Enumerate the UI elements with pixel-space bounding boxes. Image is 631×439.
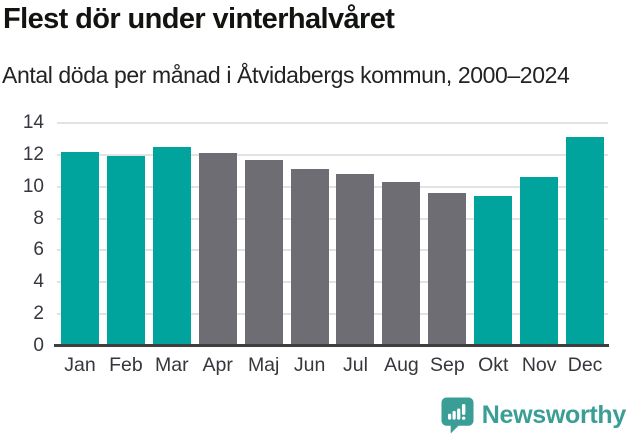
x-tick-label-mar: Mar: [155, 354, 189, 376]
y-tick-label-2: 2: [33, 303, 44, 325]
chart-subtitle: Antal döda per månad i Åtvidabergs kommu…: [2, 62, 570, 88]
bar-cell-aug: [378, 123, 424, 346]
bar-jul: [336, 174, 375, 346]
gridline-14: [57, 122, 608, 124]
x-axis-line: [54, 344, 609, 347]
x-tick-label-nov: Nov: [521, 354, 557, 376]
y-tick-label-10: 10: [22, 175, 44, 197]
gridline-4: [57, 281, 608, 284]
bar-cell-mar: [149, 123, 195, 346]
x-tick-label-jun: Jun: [293, 354, 326, 376]
bar-feb: [106, 156, 145, 346]
chart-title: Flest dör under vinterhalvåret: [3, 3, 395, 35]
x-tick-label-maj: Maj: [247, 354, 280, 376]
bar-cell-nov: [516, 123, 562, 346]
gridline-6: [57, 249, 608, 252]
bar-chart: 0 2 4 6 8 10 12 14 Jan Feb Mar Apr Maj Jun Jul Aug Sep O…: [0, 112, 609, 377]
brand-footer: Newsworthy: [441, 397, 626, 434]
x-tick-label-dec: Dec: [567, 354, 603, 376]
bars: [57, 123, 608, 346]
gridline-8: [57, 217, 608, 220]
logo-exclamation-dot: [461, 416, 466, 420]
bar-cell-jul: [333, 123, 379, 346]
bar-aug: [382, 181, 421, 346]
x-axis-tick-labels: Jan Feb Mar Apr Maj Jun Jul Aug Sep Okt Nov Dec: [57, 354, 608, 377]
brand-name: Newsworthy: [481, 401, 627, 429]
gridline-10: [57, 185, 608, 188]
bar-cell-apr: [195, 123, 241, 346]
bar-jun: [290, 169, 329, 346]
bar-cell-jan: [57, 123, 103, 346]
gridline-12: [57, 153, 608, 156]
y-tick-label-12: 12: [22, 143, 44, 165]
logo-mini-bar-2: [452, 411, 456, 420]
bar-cell-sep: [424, 123, 470, 346]
bar-cell-okt: [470, 123, 516, 346]
bar-cell-jun: [287, 123, 333, 346]
logo-exclamation-stem: [461, 404, 466, 415]
y-tick-label-0: 0: [33, 335, 44, 356]
bar-cell-feb: [103, 123, 149, 346]
logo-mini-bar-1: [447, 413, 451, 420]
x-tick-label-sep: Sep: [429, 354, 465, 376]
bar-cell-dec: [562, 123, 608, 346]
x-tick-label-feb: Feb: [109, 354, 143, 376]
bar-okt: [474, 196, 513, 346]
y-tick-label-4: 4: [33, 271, 44, 293]
x-tick-label-jul: Jul: [343, 354, 368, 376]
bar-mar: [152, 146, 191, 346]
x-tick-label-jan: Jan: [64, 354, 96, 376]
bar-nov: [520, 177, 559, 346]
bar-maj: [244, 159, 283, 346]
x-tick-label-apr: Apr: [202, 354, 233, 376]
bar-apr: [198, 153, 237, 346]
x-tick-label-aug: Aug: [384, 354, 419, 376]
logo-mini-bar-3: [456, 408, 461, 420]
y-tick-label-8: 8: [33, 207, 44, 229]
bar-dec: [566, 137, 605, 346]
plot-area: [54, 122, 609, 347]
bar-jan: [60, 151, 99, 346]
bar-cell-maj: [241, 123, 287, 346]
y-tick-label-6: 6: [33, 239, 44, 261]
bar-sep: [428, 193, 467, 346]
y-tick-label-14: 14: [22, 112, 44, 133]
newsworthy-logo-icon: [441, 397, 474, 434]
gridline-2: [57, 313, 608, 316]
x-tick-label-okt: Okt: [478, 354, 509, 376]
y-axis-tick-labels: 0 2 4 6 8 10 12 14: [0, 112, 46, 356]
